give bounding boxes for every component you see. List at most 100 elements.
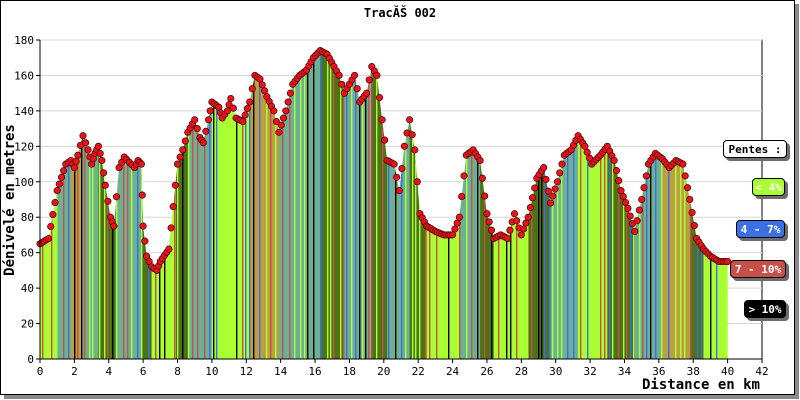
profile-point xyxy=(506,226,514,234)
x-tick-label: 8 xyxy=(174,365,181,378)
profile-point xyxy=(610,156,618,165)
profile-point xyxy=(223,107,231,115)
profile-point xyxy=(206,107,214,115)
profile-point xyxy=(70,164,78,172)
x-tick-label: 30 xyxy=(549,365,562,378)
y-tick-labels: 0 20 40 60 80 100 120 140 160 180 xyxy=(14,34,34,366)
profile-point xyxy=(619,192,627,201)
profile-point xyxy=(451,225,459,233)
profile-stripe xyxy=(222,50,224,359)
profile-stripe xyxy=(597,50,599,359)
y-tick-label: 120 xyxy=(14,140,34,153)
profile-point xyxy=(398,164,406,173)
profile-stripe xyxy=(584,50,586,359)
x-tick-label: 36 xyxy=(652,365,665,378)
profile-stripe xyxy=(646,50,648,359)
profile-point xyxy=(141,237,149,245)
profile-stripe xyxy=(242,50,244,359)
profile-stripe xyxy=(320,50,322,359)
x-tick-label: 26 xyxy=(480,365,493,378)
profile-stripe xyxy=(477,50,479,359)
profile-stripe xyxy=(289,50,291,359)
profile-stripe xyxy=(204,50,206,359)
profile-stripe xyxy=(333,50,335,359)
profile-stripe xyxy=(216,50,218,359)
profile-point xyxy=(173,160,182,168)
profile-stripe xyxy=(259,50,261,359)
x-tick-label: 22 xyxy=(412,365,425,378)
profile-stripe xyxy=(484,50,486,359)
profile-point xyxy=(181,137,189,145)
profile-stripe xyxy=(213,50,215,359)
profile-stripe xyxy=(538,50,540,359)
legend-item-mid: 4 - 7% xyxy=(736,220,785,238)
profile-stripe xyxy=(92,50,94,359)
profile-point xyxy=(53,187,61,195)
profile-stripe xyxy=(197,50,199,359)
profile-point xyxy=(408,131,416,139)
profile-stripe xyxy=(300,50,302,359)
profile-point xyxy=(363,89,371,97)
legend-item-steep: > 10% xyxy=(744,300,786,318)
profile-point xyxy=(686,195,694,204)
profile-point xyxy=(476,156,484,165)
profile-point xyxy=(57,173,66,181)
profile-stripe xyxy=(618,50,620,359)
y-tick-label: 40 xyxy=(21,282,34,295)
profile-point xyxy=(199,139,207,147)
profile-point xyxy=(74,151,82,159)
profile-point xyxy=(45,234,53,243)
x-tick-label: 42 xyxy=(755,365,768,378)
profile-stripe xyxy=(275,50,277,359)
y-tick-label: 140 xyxy=(14,105,34,118)
profile-stripe xyxy=(116,50,118,359)
profile-stripe xyxy=(304,50,306,359)
x-tick-label: 20 xyxy=(377,365,390,378)
profile-stripe xyxy=(330,50,332,359)
profile-stripe xyxy=(355,50,357,359)
profile-point xyxy=(47,222,55,231)
profile-point xyxy=(258,81,266,89)
profile-stripe xyxy=(340,50,342,359)
profile-point xyxy=(100,169,108,177)
profile-point xyxy=(633,217,641,225)
profile-point xyxy=(612,167,621,175)
profile-point xyxy=(284,98,292,106)
profile-point xyxy=(478,174,486,182)
profile-point xyxy=(261,87,269,95)
profile-stripe xyxy=(307,50,309,359)
profile-point xyxy=(101,181,109,189)
x-tick-label: 34 xyxy=(618,365,632,378)
profile-point xyxy=(167,224,175,232)
chart-title: TracĂŠ 002 xyxy=(364,5,436,20)
profile-point xyxy=(679,160,687,168)
x-tick-label: 32 xyxy=(583,365,596,378)
profile-point xyxy=(683,184,692,192)
y-tick-label: 20 xyxy=(21,318,34,331)
profile-point xyxy=(458,192,466,201)
profile-stripe xyxy=(123,50,125,359)
profile-point xyxy=(547,199,555,207)
profile-point xyxy=(191,116,199,124)
profile-stripe xyxy=(604,50,606,359)
x-tick-label: 10 xyxy=(205,365,218,378)
profile-point xyxy=(365,76,373,84)
profile-point xyxy=(556,169,564,177)
profile-point xyxy=(615,177,623,185)
profile-stripe xyxy=(270,50,272,359)
y-tick-label: 0 xyxy=(27,353,34,366)
y-tick-label: 60 xyxy=(21,247,34,260)
profile-stripe xyxy=(131,50,133,359)
profile-stripe xyxy=(655,50,657,359)
profile-point xyxy=(460,172,468,180)
profile-point xyxy=(51,199,59,207)
profile-stripe xyxy=(177,50,179,359)
profile-point xyxy=(400,142,408,150)
profile-point xyxy=(193,125,201,133)
profile-stripe xyxy=(192,50,194,359)
profile-point xyxy=(520,225,528,233)
profile-point xyxy=(335,71,343,79)
profile-point xyxy=(96,149,104,157)
profile-point xyxy=(551,185,559,193)
